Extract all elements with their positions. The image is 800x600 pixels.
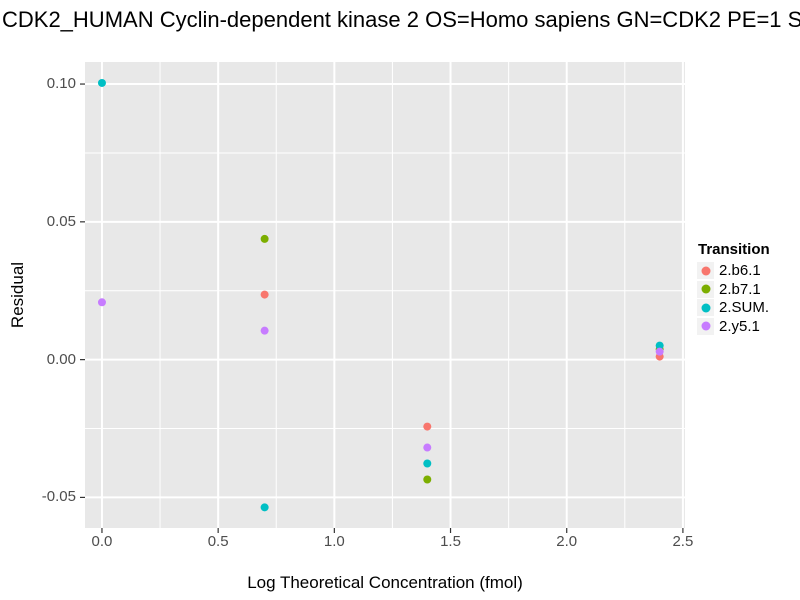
legend-swatch-dot bbox=[701, 321, 710, 331]
legend-key bbox=[697, 317, 714, 335]
data-point bbox=[260, 503, 269, 512]
data-point bbox=[655, 347, 664, 356]
data-point bbox=[423, 475, 432, 484]
x-tick-label: 1.5 bbox=[440, 533, 461, 550]
y-tick-label: 0.05 bbox=[46, 212, 76, 230]
x-tick-label: 0.0 bbox=[91, 533, 113, 550]
data-point bbox=[655, 341, 664, 350]
legend-title: Transition bbox=[698, 241, 770, 258]
y-tick-label: 0.00 bbox=[46, 350, 76, 368]
x-tick-label: 2.5 bbox=[672, 533, 694, 550]
legend-key bbox=[697, 299, 714, 316]
chart-title: CDK2_HUMAN Cyclin-dependent kinase 2 OS=… bbox=[2, 7, 800, 32]
legend-item: 2.SUM. bbox=[697, 299, 770, 316]
legend-swatch-dot bbox=[701, 266, 710, 275]
data-point bbox=[423, 459, 432, 468]
data-point bbox=[260, 234, 269, 243]
legend-key bbox=[697, 262, 714, 279]
legend-swatch-dot bbox=[701, 303, 710, 312]
x-tick-label: 2.0 bbox=[556, 533, 578, 550]
x-axis-label: Log Theoretical Concentration (fmol) bbox=[247, 573, 523, 592]
data-point bbox=[260, 326, 269, 335]
x-tick-label: 0.5 bbox=[207, 533, 229, 550]
legend-items: 2.b6.1 2.b7.1 2.SUM. 2.y5.1 bbox=[697, 262, 770, 335]
y-tick-label: -0.05 bbox=[41, 488, 76, 506]
x-tick-label: 1.0 bbox=[323, 533, 345, 550]
y-tick-label: 0.10 bbox=[46, 75, 76, 93]
data-point bbox=[97, 298, 106, 307]
plot-panel bbox=[85, 62, 685, 528]
y-axis-label: Residual bbox=[8, 261, 27, 329]
legend-key bbox=[697, 280, 714, 298]
legend-item-label: 2.b6.1 bbox=[719, 262, 761, 279]
data-point bbox=[423, 422, 432, 431]
legend: Transition 2.b6.1 2.b7.1 2.SUM. 2.y5.1 bbox=[697, 241, 770, 336]
legend-item-label: 2.y5.1 bbox=[719, 317, 760, 335]
legend-item-label: 2.b7.1 bbox=[719, 280, 761, 298]
data-point bbox=[97, 78, 106, 87]
legend-item: 2.y5.1 bbox=[697, 317, 770, 335]
data-point bbox=[260, 290, 269, 299]
data-point bbox=[423, 443, 432, 452]
legend-swatch-dot bbox=[701, 284, 710, 294]
legend-item: 2.b7.1 bbox=[697, 280, 770, 298]
legend-item-label: 2.SUM. bbox=[719, 299, 770, 316]
legend-item: 2.b6.1 bbox=[697, 262, 770, 279]
